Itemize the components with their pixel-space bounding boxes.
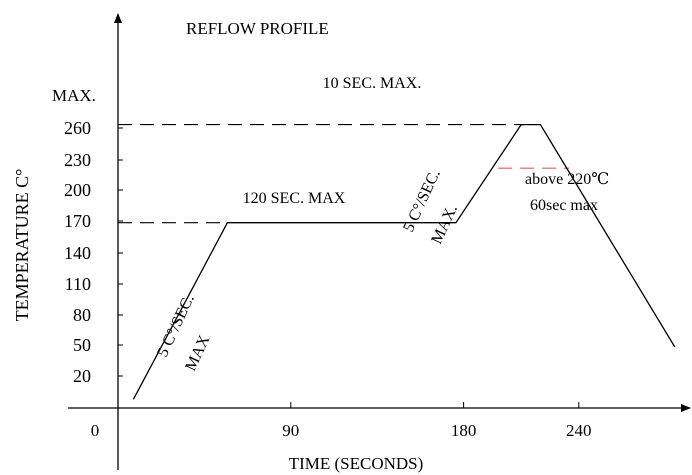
y-axis-max-label: MAX. — [52, 86, 96, 105]
y-tick-label: 50 — [73, 335, 91, 355]
x-tick-label: 0 — [91, 421, 100, 440]
y-tick-label: 200 — [64, 180, 91, 200]
series-layer — [132, 123, 676, 400]
y-tick-label: 170 — [64, 211, 91, 231]
y-tick-label: 80 — [73, 305, 91, 325]
tick-layer: 0 90 180 240 260 230 200 170 140 110 80 50 20 — [64, 118, 592, 440]
y-axis-label: TEMPERATURE C° — [12, 169, 32, 322]
annotation-above-220-line1: above 220℃ — [525, 171, 609, 188]
x-axis-label: TIME (SECONDS) — [289, 454, 424, 473]
annotation-peak-time: 10 SEC. MAX. — [323, 75, 422, 92]
annotation-above-220-line2: 60sec max — [530, 197, 598, 214]
reference-lines — [118, 124, 570, 224]
y-tick-label: 260 — [64, 118, 91, 138]
annotation-soak-time: 120 SEC. MAX — [243, 190, 346, 207]
y-tick-label: 140 — [64, 243, 91, 263]
chart-title: REFLOW PROFILE — [186, 19, 329, 38]
y-tick-label: 110 — [65, 274, 91, 294]
x-tick-label: 180 — [451, 421, 477, 440]
y-tick-label: 230 — [64, 150, 91, 170]
x-tick-label: 90 — [282, 421, 299, 440]
y-tick-label: 20 — [73, 366, 91, 386]
x-tick-label: 240 — [566, 421, 592, 440]
profile-line — [132, 123, 676, 400]
annotation-ramp-up-max: MAX — [182, 332, 213, 373]
annotation-ramp-peak-max: MAX. — [428, 202, 461, 247]
